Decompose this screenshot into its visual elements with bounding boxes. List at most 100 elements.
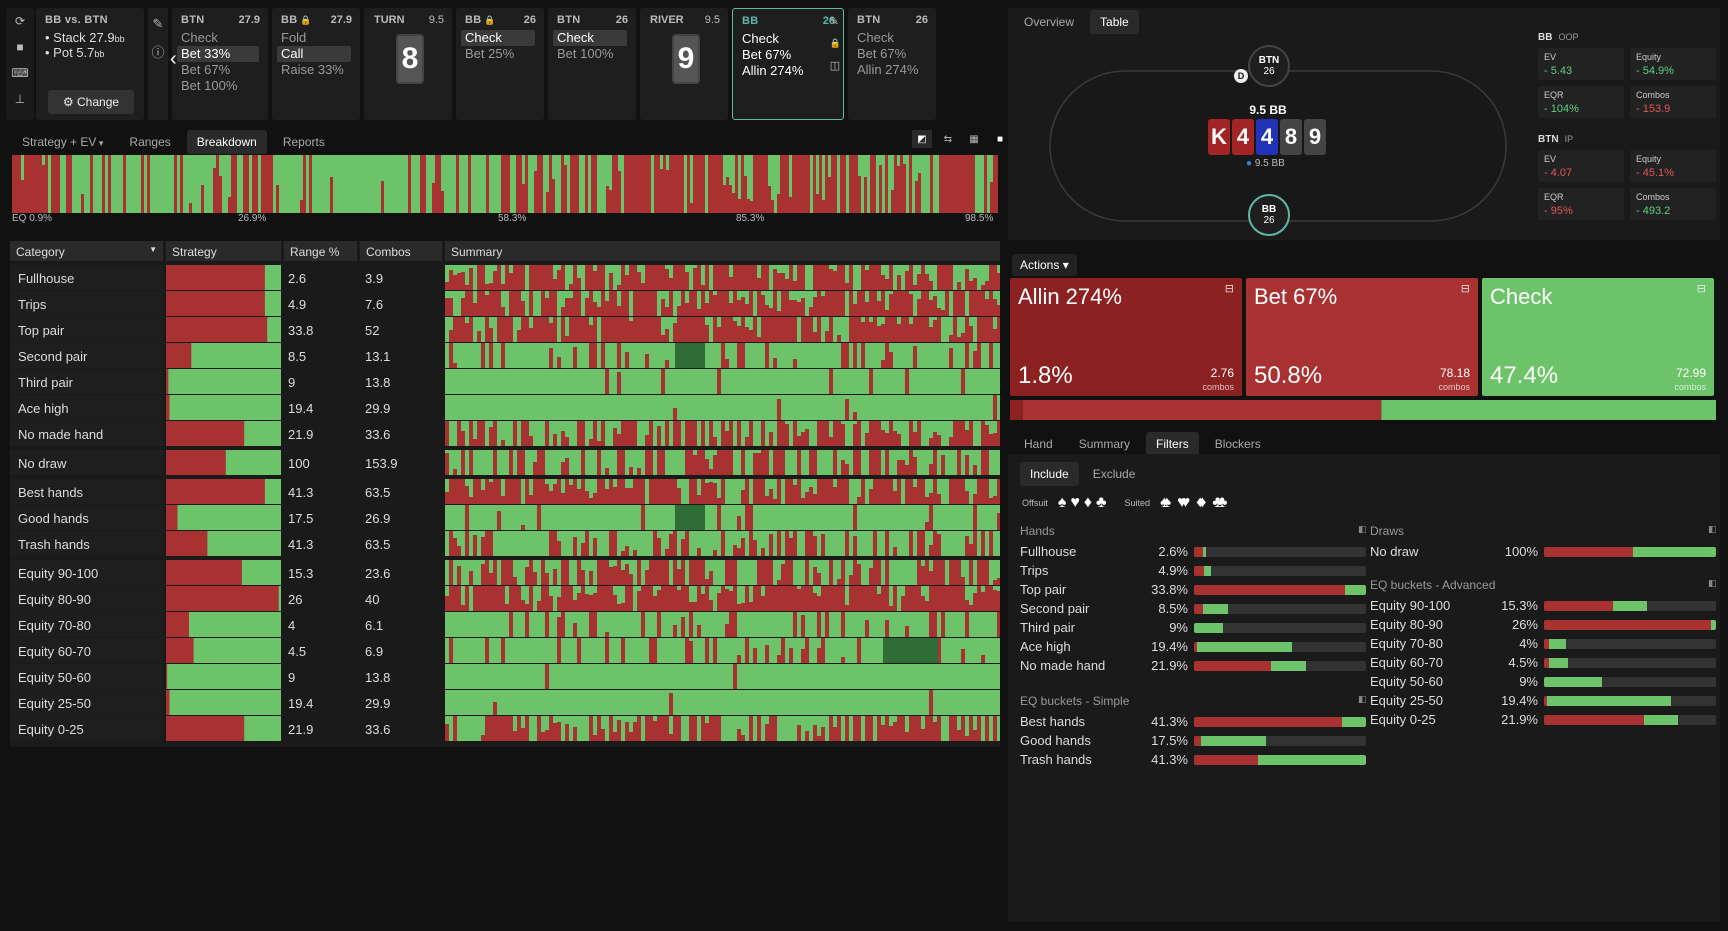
street-turn[interactable]: TURN 9.5 8 xyxy=(364,8,452,120)
toggle-icon[interactable]: ◧ xyxy=(1708,578,1717,588)
filter-row[interactable]: Equity 70-80 4% xyxy=(1370,634,1716,653)
table-row[interactable]: Equity 90-100 15.3 23.6 xyxy=(10,560,1000,586)
tab-strategy-ev[interactable]: Strategy + EV ▾ xyxy=(22,135,104,149)
table-row[interactable]: Equity 25-50 19.4 29.9 xyxy=(10,690,1000,716)
filter-row[interactable]: Third pair 9% xyxy=(1020,618,1366,637)
table-row[interactable]: Good hands 17.5 26.9 xyxy=(10,505,1000,531)
pencil-icon[interactable]: ✎ xyxy=(829,16,839,28)
node-action[interactable]: Check xyxy=(181,30,218,45)
table-row[interactable]: Ace high 19.4 29.9 xyxy=(10,395,1000,421)
node-action[interactable]: Bet 67% xyxy=(181,62,231,77)
table-row[interactable]: Fullhouse 2.6 3.9 xyxy=(10,265,1000,291)
node-btn[interactable]: BTN 26 Check Bet 100% xyxy=(548,8,636,120)
filter-row[interactable]: Trips 4.9% xyxy=(1020,561,1366,580)
col-category[interactable]: Category ▼ xyxy=(10,241,163,261)
expand-icon[interactable]: ⊟ xyxy=(1460,283,1470,295)
node-action[interactable]: Check xyxy=(461,30,535,46)
suited-diamond-icon[interactable]: ♦♦ xyxy=(1196,494,1207,511)
info-icon[interactable]: ⓘ xyxy=(151,45,165,60)
node-action[interactable]: Bet 100% xyxy=(557,46,614,61)
tab-hand[interactable]: Hand xyxy=(1024,437,1053,451)
toggle-icon[interactable]: ◧ xyxy=(1708,524,1717,534)
table-row[interactable]: Trash hands 41.3 63.5 xyxy=(10,531,1000,557)
expand-icon[interactable]: ⊟ xyxy=(1224,283,1234,295)
node-action[interactable]: Allin 274% xyxy=(857,62,919,77)
col-strategy[interactable]: Strategy xyxy=(166,241,281,261)
node-action[interactable]: Fold xyxy=(281,30,307,45)
filter-row[interactable]: Best hands 41.3% xyxy=(1020,712,1366,731)
filter-row[interactable]: Fullhouse 2.6% xyxy=(1020,542,1366,561)
tab-summary[interactable]: Summary xyxy=(1078,437,1131,451)
suited-heart-icon[interactable]: ♥♥ xyxy=(1177,494,1190,511)
table-row[interactable]: Equity 80-90 26 40 xyxy=(10,586,1000,612)
table-row[interactable]: No made hand 21.9 33.6 xyxy=(10,421,1000,447)
action-box-check[interactable]: Check 47.4% 72.99 combos ⊟ xyxy=(1482,278,1714,396)
table-row[interactable]: Equity 50-60 9 13.8 xyxy=(10,664,1000,690)
node-btn[interactable]: BTN 27.9 Check Bet 33% Bet 67% Bet 100% ‹ xyxy=(170,8,268,120)
view-compact-icon[interactable]: ⇆ xyxy=(943,133,953,145)
table-row[interactable]: Third pair 9 13.8 xyxy=(10,369,1000,395)
toggle-icon[interactable]: ◧ xyxy=(1358,524,1367,534)
col-range[interactable]: Range % xyxy=(284,241,357,261)
node-action[interactable]: Allin 274% xyxy=(742,63,804,78)
refresh-icon[interactable]: ⟳ xyxy=(14,14,26,28)
street-river[interactable]: RIVER 9.5 9 xyxy=(640,8,728,120)
action-box-bet-67-[interactable]: Bet 67% 50.8% 78.18 combos ⊟ xyxy=(1246,278,1478,396)
tab-overview[interactable]: Overview xyxy=(1024,15,1075,29)
filter-row[interactable]: Equity 50-60 9% xyxy=(1370,672,1716,691)
node-bb[interactable]: BB 26 Check Bet 67% Allin 274% ✎ 🔒 ◫ xyxy=(732,8,844,120)
club-icon[interactable]: ♣ xyxy=(1096,494,1107,511)
node-action[interactable]: Bet 67% xyxy=(742,47,792,62)
filter-row[interactable]: Second pair 8.5% xyxy=(1020,599,1366,618)
lock-icon[interactable]: 🔒 xyxy=(829,38,841,48)
tab-breakdown[interactable]: Breakdown xyxy=(186,130,267,154)
filter-row[interactable]: Good hands 17.5% xyxy=(1020,731,1366,750)
tab-reports[interactable]: Reports xyxy=(282,135,325,149)
col-combos[interactable]: Combos xyxy=(360,241,442,261)
node-bb[interactable]: BB 🔒 26 Check Bet 25% xyxy=(456,8,544,120)
node-action[interactable]: Call xyxy=(277,46,351,62)
pencil-icon[interactable]: ✎ xyxy=(152,16,164,31)
include-toggle[interactable]: Include xyxy=(1020,462,1079,486)
filter-row[interactable]: Ace high 19.4% xyxy=(1020,637,1366,656)
node-action[interactable]: Bet 33% xyxy=(177,46,259,62)
table-row[interactable]: Equity 0-25 21.9 33.6 xyxy=(10,716,1000,742)
filter-row[interactable]: Equity 90-100 15.3% xyxy=(1370,596,1716,615)
node-action[interactable]: Check xyxy=(742,31,779,46)
exclude-toggle[interactable]: Exclude xyxy=(1092,467,1136,481)
seat-top[interactable]: BTN 26 xyxy=(1248,45,1290,87)
filter-row[interactable]: Equity 80-90 26% xyxy=(1370,615,1716,634)
suited-club-icon[interactable]: ♣♣ xyxy=(1212,494,1227,511)
table-row[interactable]: Equity 60-70 4.5 6.9 xyxy=(10,638,1000,664)
heart-icon[interactable]: ♥ xyxy=(1070,494,1080,511)
filter-row[interactable]: No made hand 21.9% xyxy=(1020,656,1366,675)
tab-filters[interactable]: Filters xyxy=(1146,432,1199,456)
filter-row[interactable]: Trash hands 41.3% xyxy=(1020,750,1366,769)
table-row[interactable]: Trips 4.9 7.6 xyxy=(10,291,1000,317)
tab-blockers[interactable]: Blockers xyxy=(1214,437,1261,451)
compare-icon[interactable]: ◫ xyxy=(829,60,841,72)
change-button[interactable]: ⚙ Change xyxy=(48,90,134,114)
filter-row[interactable]: Equity 25-50 19.4% xyxy=(1370,691,1716,710)
spade-icon[interactable]: ♠ xyxy=(1057,494,1067,511)
view-split-icon[interactable]: ◩ xyxy=(912,130,932,148)
tab-ranges[interactable]: Ranges xyxy=(129,135,171,149)
tab-table[interactable]: Table xyxy=(1090,10,1139,34)
expand-icon[interactable]: ⊟ xyxy=(1696,283,1706,295)
node-action[interactable]: Check xyxy=(857,30,894,45)
table-row[interactable]: Top pair 33.8 52 xyxy=(10,317,1000,343)
save-icon[interactable]: ■ xyxy=(16,40,24,54)
table-row[interactable]: Equity 70-80 4 6.1 xyxy=(10,612,1000,638)
table-row[interactable]: Best hands 41.3 63.5 xyxy=(10,479,1000,505)
action-box-allin-274-[interactable]: Allin 274% 1.8% 2.76 combos ⊟ xyxy=(1010,278,1242,396)
filter-row[interactable]: Equity 60-70 4.5% xyxy=(1370,653,1716,672)
gamepad-icon[interactable]: ⌨ xyxy=(11,66,29,80)
chevron-left-icon[interactable]: ‹ xyxy=(170,48,177,70)
view-grid-icon[interactable]: ▦ xyxy=(969,133,979,145)
seat-bottom[interactable]: BB 26 xyxy=(1248,194,1290,236)
node-action[interactable]: Bet 25% xyxy=(465,46,515,61)
diamond-icon[interactable]: ♦ xyxy=(1083,494,1093,511)
view-full-icon[interactable]: ■ xyxy=(996,133,1004,145)
toggle-icon[interactable]: ◧ xyxy=(1358,694,1367,704)
node-btn[interactable]: BTN 26 Check Bet 67% Allin 274% xyxy=(848,8,936,120)
